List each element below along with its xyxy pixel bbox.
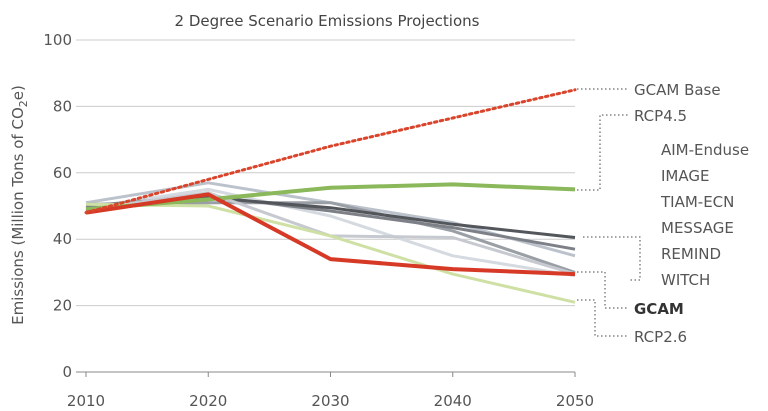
series-line-rcp2-6 [85,202,576,304]
y-tick-label: 100 [43,31,72,49]
y-tick-label: 60 [53,164,72,182]
legend-gcam: GCAM [634,300,684,318]
series-line-gcam [85,192,576,277]
y-axis-label: Emissions (Million Tons of CO2e) [9,85,30,325]
y-tick-label: 80 [53,97,72,115]
chart-title: 2 Degree Scenario Emissions Projections [175,12,480,30]
legend-tiam-ecn: TIAM-ECN [660,193,734,211]
legend-gcam-base: GCAM Base [634,81,721,99]
y-axis-label-suffix: e) [9,85,27,100]
legend-aim-enduse: AIM-Enduse [661,141,749,159]
series-line-rcp4-5 [85,182,576,212]
y-tick-label: 40 [53,230,72,248]
y-axis-label-subscript: 2 [17,100,30,107]
y-tick-labels: 0 20 40 60 80 100 [43,31,72,381]
legend-witch: WITCH [661,271,710,289]
series-line-image [85,187,576,278]
x-tick-label: 2040 [434,392,472,410]
leader-rcp26 [577,299,628,337]
leader-rcp45 [577,114,628,191]
legend: GCAM Base RCP4.5 AIM-Enduse IMAGE TIAM-E… [634,81,749,346]
leader-model-group [583,236,641,281]
x-tick-label: 2010 [67,392,105,410]
series-line-aim-enduse [85,181,576,258]
y-axis-label-main: Emissions (Million Tons of CO [9,107,27,325]
series-lines [84,88,577,304]
series-line-gcam-base [84,88,577,215]
legend-remind: REMIND [661,245,721,263]
x-tick-label: 2050 [556,392,594,410]
legend-leaders [577,88,641,337]
y-tick-label: 0 [62,363,72,381]
x-tick-label: 2020 [189,392,227,410]
gridlines [76,39,575,373]
legend-rcp26: RCP2.6 [634,328,687,346]
x-tick-labels: 2010 2020 2030 2040 2050 [67,372,594,410]
y-tick-label: 20 [53,297,72,315]
leader-gcam [577,271,628,309]
x-tick-label: 2030 [311,392,349,410]
legend-rcp45: RCP4.5 [634,107,687,125]
legend-image: IMAGE [661,167,709,185]
legend-message: MESSAGE [661,219,734,237]
